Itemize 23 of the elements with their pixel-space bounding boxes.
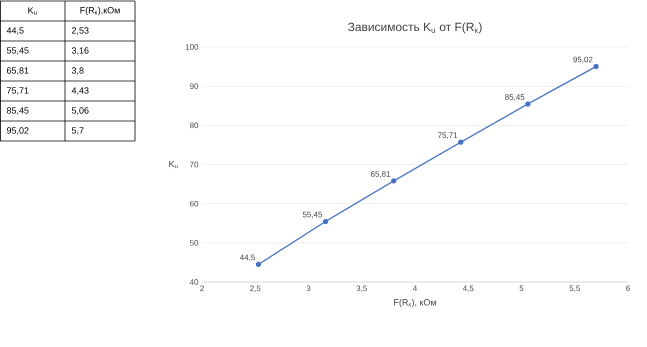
text: 3,8 xyxy=(72,67,84,75)
point xyxy=(391,178,396,184)
text: 44,5 xyxy=(6,27,24,35)
chart-title: Зависимость K$_{u}$ от F(R$_{к}$) xyxy=(348,22,482,34)
point xyxy=(593,64,599,70)
point xyxy=(458,139,464,145)
text: F(R$_{к}$),кОм xyxy=(80,6,120,16)
text: 65,81 xyxy=(6,67,29,75)
point xyxy=(525,101,531,107)
text: 5,7 xyxy=(72,127,84,135)
text: K$_{u}$ xyxy=(28,7,37,15)
text: 2,53 xyxy=(72,27,89,35)
text: 55,45 xyxy=(6,47,29,55)
x-axis-title: F(R$_{к}$), кОм xyxy=(394,298,436,308)
text: 95,02 xyxy=(6,127,29,135)
text: 85,45 xyxy=(6,107,29,115)
point xyxy=(256,262,262,268)
point xyxy=(322,218,328,224)
text: 4,43 xyxy=(72,87,89,95)
text: 75,71 xyxy=(6,87,29,95)
text: 3,16 xyxy=(72,47,89,55)
y-axis-title: K$_{u}$ xyxy=(169,160,178,168)
text: 5,06 xyxy=(72,107,89,115)
